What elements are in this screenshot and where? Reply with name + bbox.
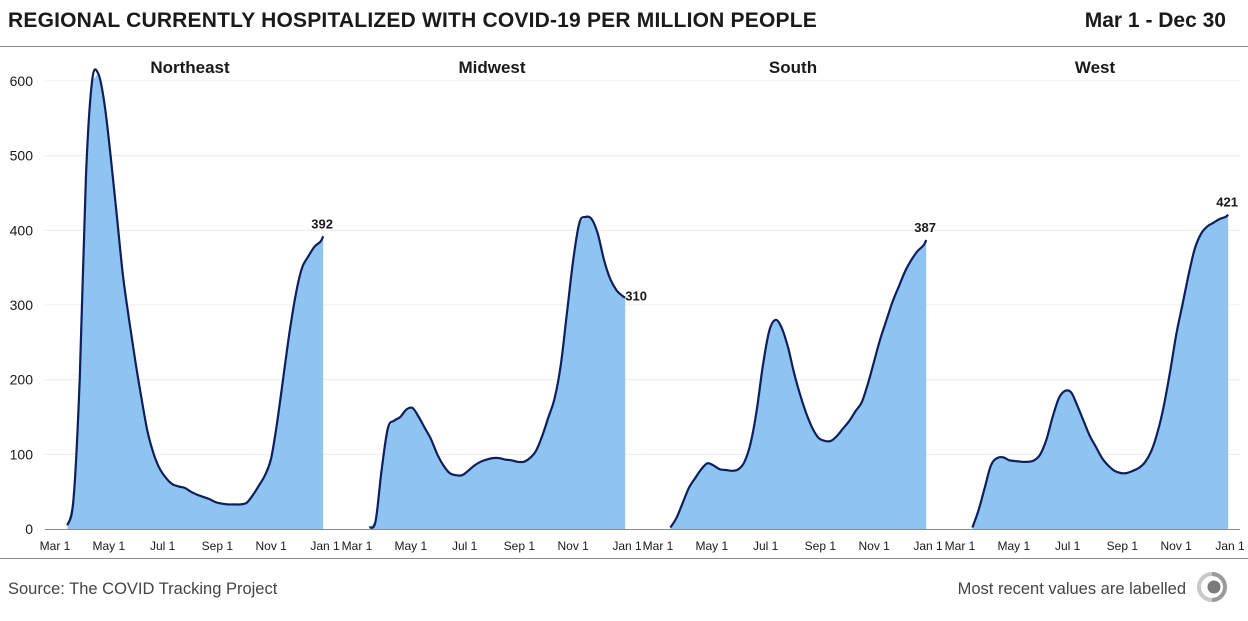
daily-bars-south: [670, 240, 927, 529]
chart-footer: Source: The COVID Tracking Project Most …: [0, 558, 1248, 621]
y-tick-label: 500: [10, 148, 34, 164]
panel-title-south: South: [769, 58, 817, 77]
x-tick-label: Jan 1: [612, 539, 642, 553]
x-tick-label: Mar 1: [40, 539, 71, 553]
average-line-midwest: [368, 215, 626, 529]
x-tick-label: Sep 1: [504, 539, 536, 553]
chart-header: REGIONAL CURRENTLY HOSPITALIZED WITH COV…: [0, 0, 1248, 47]
x-tick-label: Mar 1: [643, 539, 674, 553]
daily-bars-midwest: [369, 216, 626, 529]
source-note: Source: The COVID Tracking Project: [8, 580, 278, 598]
x-tick-label: Jan 1: [913, 539, 943, 553]
date-range: Mar 1 - Dec 30: [1084, 9, 1226, 32]
x-tick-label: Jul 1: [753, 539, 779, 553]
x-tick-label: Mar 1: [342, 539, 373, 553]
panel-title-midwest: Midwest: [458, 58, 525, 77]
x-tick-label: Nov 1: [557, 539, 589, 553]
x-tick-label: May 1: [394, 539, 427, 553]
x-tick-label: Jan 1: [310, 539, 340, 553]
x-tick-label: Mar 1: [945, 539, 976, 553]
x-tick-label: Nov 1: [255, 539, 287, 553]
panel-title-west: West: [1075, 58, 1116, 77]
x-tick-label: May 1: [92, 539, 125, 553]
y-tick-label: 400: [10, 222, 34, 238]
last-value-label: 421: [1216, 195, 1238, 210]
x-tick-label: Nov 1: [858, 539, 890, 553]
covid-tracking-project-logo-icon: [1197, 572, 1227, 602]
panel-title-northeast: Northeast: [150, 58, 230, 77]
daily-bars-northeast: [67, 73, 324, 529]
daily-bars-west: [972, 214, 1229, 529]
x-tick-label: Jan 1: [1215, 539, 1245, 553]
y-tick-label: 300: [10, 297, 34, 313]
x-tick-label: Nov 1: [1160, 539, 1192, 553]
x-tick-label: Jul 1: [1055, 539, 1081, 553]
last-value-label: 392: [311, 216, 333, 231]
x-tick-label: Sep 1: [202, 539, 234, 553]
last-value-label: 387: [914, 220, 936, 235]
average-line-northeast: [66, 68, 325, 526]
chart-title: REGIONAL CURRENTLY HOSPITALIZED WITH COV…: [8, 9, 817, 32]
last-value-label: 310: [625, 289, 647, 304]
x-tick-label: May 1: [997, 539, 1030, 553]
small-multiples-chart: 0 100 200 300 400 500 600 Northeast 392 Mar 1 May …: [10, 58, 1245, 553]
y-tick-label: 600: [10, 73, 34, 89]
y-tick-label: 0: [25, 521, 33, 537]
labels-note: Most recent values are labelled: [957, 580, 1186, 598]
x-tick-label: Sep 1: [805, 539, 837, 553]
average-line-west: [971, 213, 1229, 528]
x-tick-label: May 1: [695, 539, 728, 553]
x-tick-label: Jul 1: [452, 539, 478, 553]
y-tick-label: 100: [10, 446, 34, 462]
y-tick-label: 200: [10, 372, 34, 388]
average-line-south: [669, 239, 928, 529]
x-tick-label: Jul 1: [150, 539, 176, 553]
x-tick-label: Sep 1: [1107, 539, 1139, 553]
